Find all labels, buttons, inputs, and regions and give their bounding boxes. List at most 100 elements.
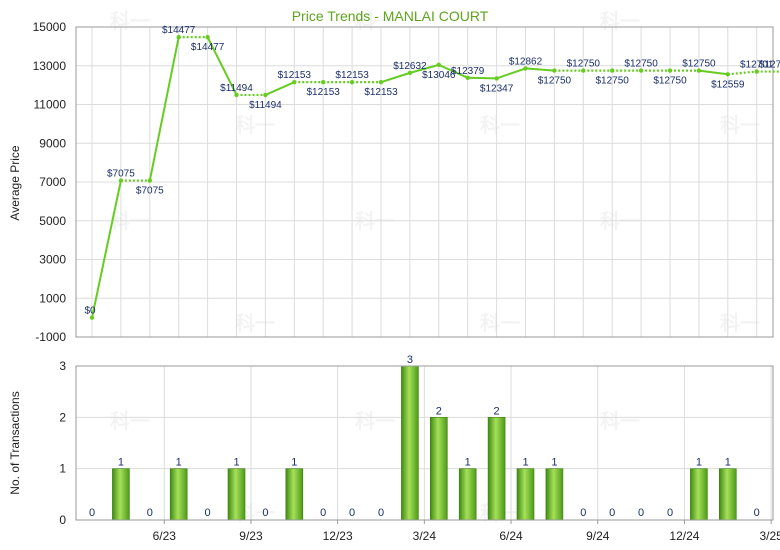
- transaction-bar: [718, 468, 737, 521]
- transaction-bar-label: 1: [551, 457, 557, 469]
- price-plot-frame: [75, 26, 774, 338]
- price-point: [234, 92, 239, 98]
- watermark-text: 科一: [480, 311, 520, 335]
- watermark-text: 科一: [355, 409, 395, 433]
- transactions-y-tick-label: 2: [59, 410, 66, 424]
- transaction-bar-label: 0: [89, 507, 95, 519]
- price-data-label: $12347: [480, 83, 514, 94]
- watermark-text: 科一: [720, 113, 760, 137]
- transaction-bar-label: 0: [609, 507, 615, 519]
- price-data-label: $12559: [711, 79, 745, 90]
- price-data-label: $14477: [191, 42, 225, 53]
- price-point: [638, 68, 644, 73]
- transaction-bar-label: 1: [522, 457, 528, 469]
- price-point: [436, 62, 441, 68]
- transactions-y-tick-label: 3: [59, 359, 66, 373]
- price-point: [118, 178, 124, 183]
- watermark-text: 科一: [235, 113, 275, 137]
- transaction-bar: [516, 468, 535, 521]
- price-y-tick-label: 7000: [39, 175, 66, 189]
- price-line-segment: [264, 81, 295, 96]
- transactions-x-tick-label: 12/23: [323, 529, 353, 543]
- price-line-segment: [525, 67, 555, 72]
- price-point: [754, 69, 759, 74]
- transaction-bar-label: 0: [262, 507, 268, 519]
- transactions-x-tick-label: 9/24: [586, 529, 610, 543]
- price-point: [176, 34, 181, 40]
- price-data-label: $13046: [422, 70, 456, 81]
- transactions-x-tick-label: 3/25: [759, 529, 780, 543]
- price-y-tick-label: 9000: [39, 136, 66, 150]
- transactions-y-ticks: 0 1 2 3: [59, 359, 66, 527]
- watermark-text: 科一: [720, 311, 760, 335]
- price-point: [349, 79, 355, 85]
- price-line-segment: [91, 180, 122, 318]
- transactions-x-ticks: 6/23 9/23 12/23 3/24 6/24 9/24 12/24 3/25: [153, 520, 780, 543]
- transaction-bar: [545, 468, 564, 521]
- price-line-segment: [727, 70, 757, 76]
- price-y-ticks: -1000 1000 3000 5000 7000 9000 11000 13000 15000: [33, 20, 67, 344]
- transactions-y-axis-label: No. of Transactions: [8, 391, 22, 494]
- transaction-bar-label: 1: [725, 457, 731, 469]
- price-data-label: $11494: [220, 83, 253, 94]
- price-data-label: $12153: [335, 70, 369, 81]
- transactions-x-tick-label: 9/23: [239, 529, 263, 543]
- price-data-label: $11494: [249, 100, 282, 111]
- price-y-tick-label: 11000: [34, 98, 67, 112]
- price-line-segment: [496, 67, 526, 80]
- price-data-label: $12153: [278, 70, 312, 81]
- price-data-label: $12153: [364, 87, 398, 98]
- price-data-label: $12862: [509, 56, 543, 67]
- transaction-bar-label: 0: [580, 507, 586, 519]
- price-point: [378, 79, 384, 85]
- price-line: [91, 36, 780, 318]
- transaction-bar-label: 1: [291, 457, 297, 469]
- price-point: [407, 70, 413, 76]
- price-point: [696, 68, 702, 73]
- chart-title: Price Trends - MANLAI COURT: [292, 8, 489, 24]
- price-data-label: $12701: [759, 60, 780, 71]
- price-line-segment: [438, 63, 469, 79]
- price-data-label: $14477: [162, 25, 196, 36]
- price-point: [523, 66, 528, 71]
- price-data-label: $12750: [653, 76, 687, 87]
- transaction-bar-label: 0: [349, 507, 355, 519]
- price-data-label: $7075: [107, 169, 135, 180]
- price-point: [205, 34, 210, 40]
- watermark-text: 科一: [600, 9, 640, 33]
- price-point: [89, 315, 95, 320]
- price-point: [610, 68, 615, 73]
- price-data-label: $12153: [307, 87, 341, 98]
- transaction-bar-label: 0: [205, 507, 211, 519]
- price-y-tick-label: -1000: [35, 330, 66, 344]
- transaction-bar-label: 0: [754, 507, 760, 519]
- price-data-label: $0: [84, 306, 96, 317]
- transaction-bar-label: 0: [147, 507, 153, 519]
- transactions-x-tick-label: 3/24: [413, 529, 437, 543]
- price-data-label: $12750: [538, 76, 572, 87]
- price-data-label: $12750: [567, 59, 601, 70]
- transaction-bar: [169, 468, 188, 521]
- transaction-bar-label: 1: [176, 457, 182, 469]
- price-point: [494, 76, 499, 81]
- price-point: [667, 68, 673, 73]
- price-point: [147, 178, 152, 183]
- price-y-tick-label: 3000: [39, 253, 66, 267]
- price-y-tick-label: 15000: [33, 20, 67, 34]
- price-y-tick-label: 1000: [39, 291, 66, 305]
- price-data-label: $12750: [624, 59, 658, 70]
- transaction-bar-label: 1: [696, 457, 702, 469]
- transaction-bar-label: 2: [494, 405, 500, 417]
- watermark-text: 科一: [480, 113, 520, 137]
- price-point: [465, 75, 470, 80]
- transaction-bar-label: 0: [638, 507, 644, 519]
- price-data-label: $12750: [682, 59, 716, 70]
- price-line-segment: [206, 36, 238, 96]
- transactions-x-tick-label: 12/24: [669, 529, 699, 543]
- transactions-x-tick-label: 6/24: [499, 529, 523, 543]
- transaction-bar: [690, 468, 708, 521]
- transaction-bar-label: 3: [407, 354, 413, 366]
- watermark-text: 科一: [600, 409, 640, 433]
- transaction-bar: [227, 468, 246, 521]
